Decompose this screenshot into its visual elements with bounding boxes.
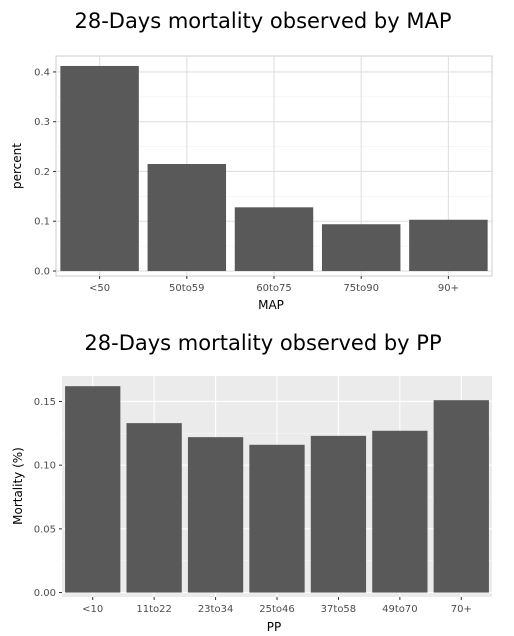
x-tick-label: 90+ — [438, 283, 459, 294]
x-tick-label: 11to22 — [136, 604, 172, 615]
bar-49to70 — [372, 431, 427, 593]
bar-50 — [60, 66, 138, 271]
bar-70 — [434, 400, 489, 592]
x-tick-label: 23to34 — [198, 604, 234, 615]
y-tick-label: 0.1 — [34, 217, 50, 228]
y-axis-ticks: 0.0 0.1 0.2 0.3 0.4 — [34, 67, 56, 277]
x-axis-title: MAP — [258, 298, 284, 312]
y-tick-label: 0.05 — [34, 524, 56, 535]
y-tick-label: 0.15 — [34, 397, 56, 408]
y-tick-label: 0.4 — [34, 67, 50, 78]
x-tick-label: 70+ — [451, 604, 472, 615]
chart-pp: 28-Days mortality observed by PP 0.000.0… — [11, 331, 492, 634]
x-tick-label: 37to58 — [321, 604, 357, 615]
x-axis-title: PP — [267, 620, 281, 634]
y-tick-label: 0.2 — [34, 167, 50, 178]
bar-23to34 — [188, 437, 243, 592]
x-tick-label: 60to75 — [256, 283, 292, 294]
y-tick-label: 0.3 — [34, 117, 50, 128]
x-tick-label: 75to90 — [343, 283, 379, 294]
bar-90 — [409, 220, 487, 271]
bar-37to58 — [311, 436, 366, 593]
bar-10 — [65, 386, 120, 592]
chart-title: 28-Days mortality observed by PP — [84, 331, 441, 355]
chart-title: 28-Days mortality observed by MAP — [74, 9, 451, 33]
y-tick-label: 0.0 — [34, 267, 50, 278]
bar-60to75 — [235, 207, 313, 271]
x-axis-ticks: <50 50to59 60to75 75to90 90+ — [89, 276, 459, 294]
y-tick-label: 0.10 — [34, 461, 56, 472]
y-tick-label: 0.00 — [34, 588, 56, 599]
bar-25to46 — [249, 445, 304, 593]
x-axis-ticks: <10 11to22 23to34 25to46 37to58 49to70 70+ — [82, 597, 472, 615]
y-axis-title: Mortality (%) — [11, 447, 25, 525]
x-tick-label: 25to46 — [259, 604, 295, 615]
y-axis-ticks: 0.00 0.05 0.10 0.15 — [34, 397, 62, 599]
x-tick-label: 50to59 — [169, 283, 205, 294]
x-tick-label: <10 — [82, 604, 103, 615]
x-tick-label: 49to70 — [382, 604, 418, 615]
bar-75to90 — [322, 224, 400, 271]
y-axis-title: percent — [10, 143, 24, 189]
x-tick-label: <50 — [89, 283, 110, 294]
bar-11to22 — [127, 423, 182, 592]
bar-50to59 — [148, 164, 226, 271]
chart-map: 28-Days mortality observed by MAP 0.0 0.1… — [10, 9, 492, 312]
